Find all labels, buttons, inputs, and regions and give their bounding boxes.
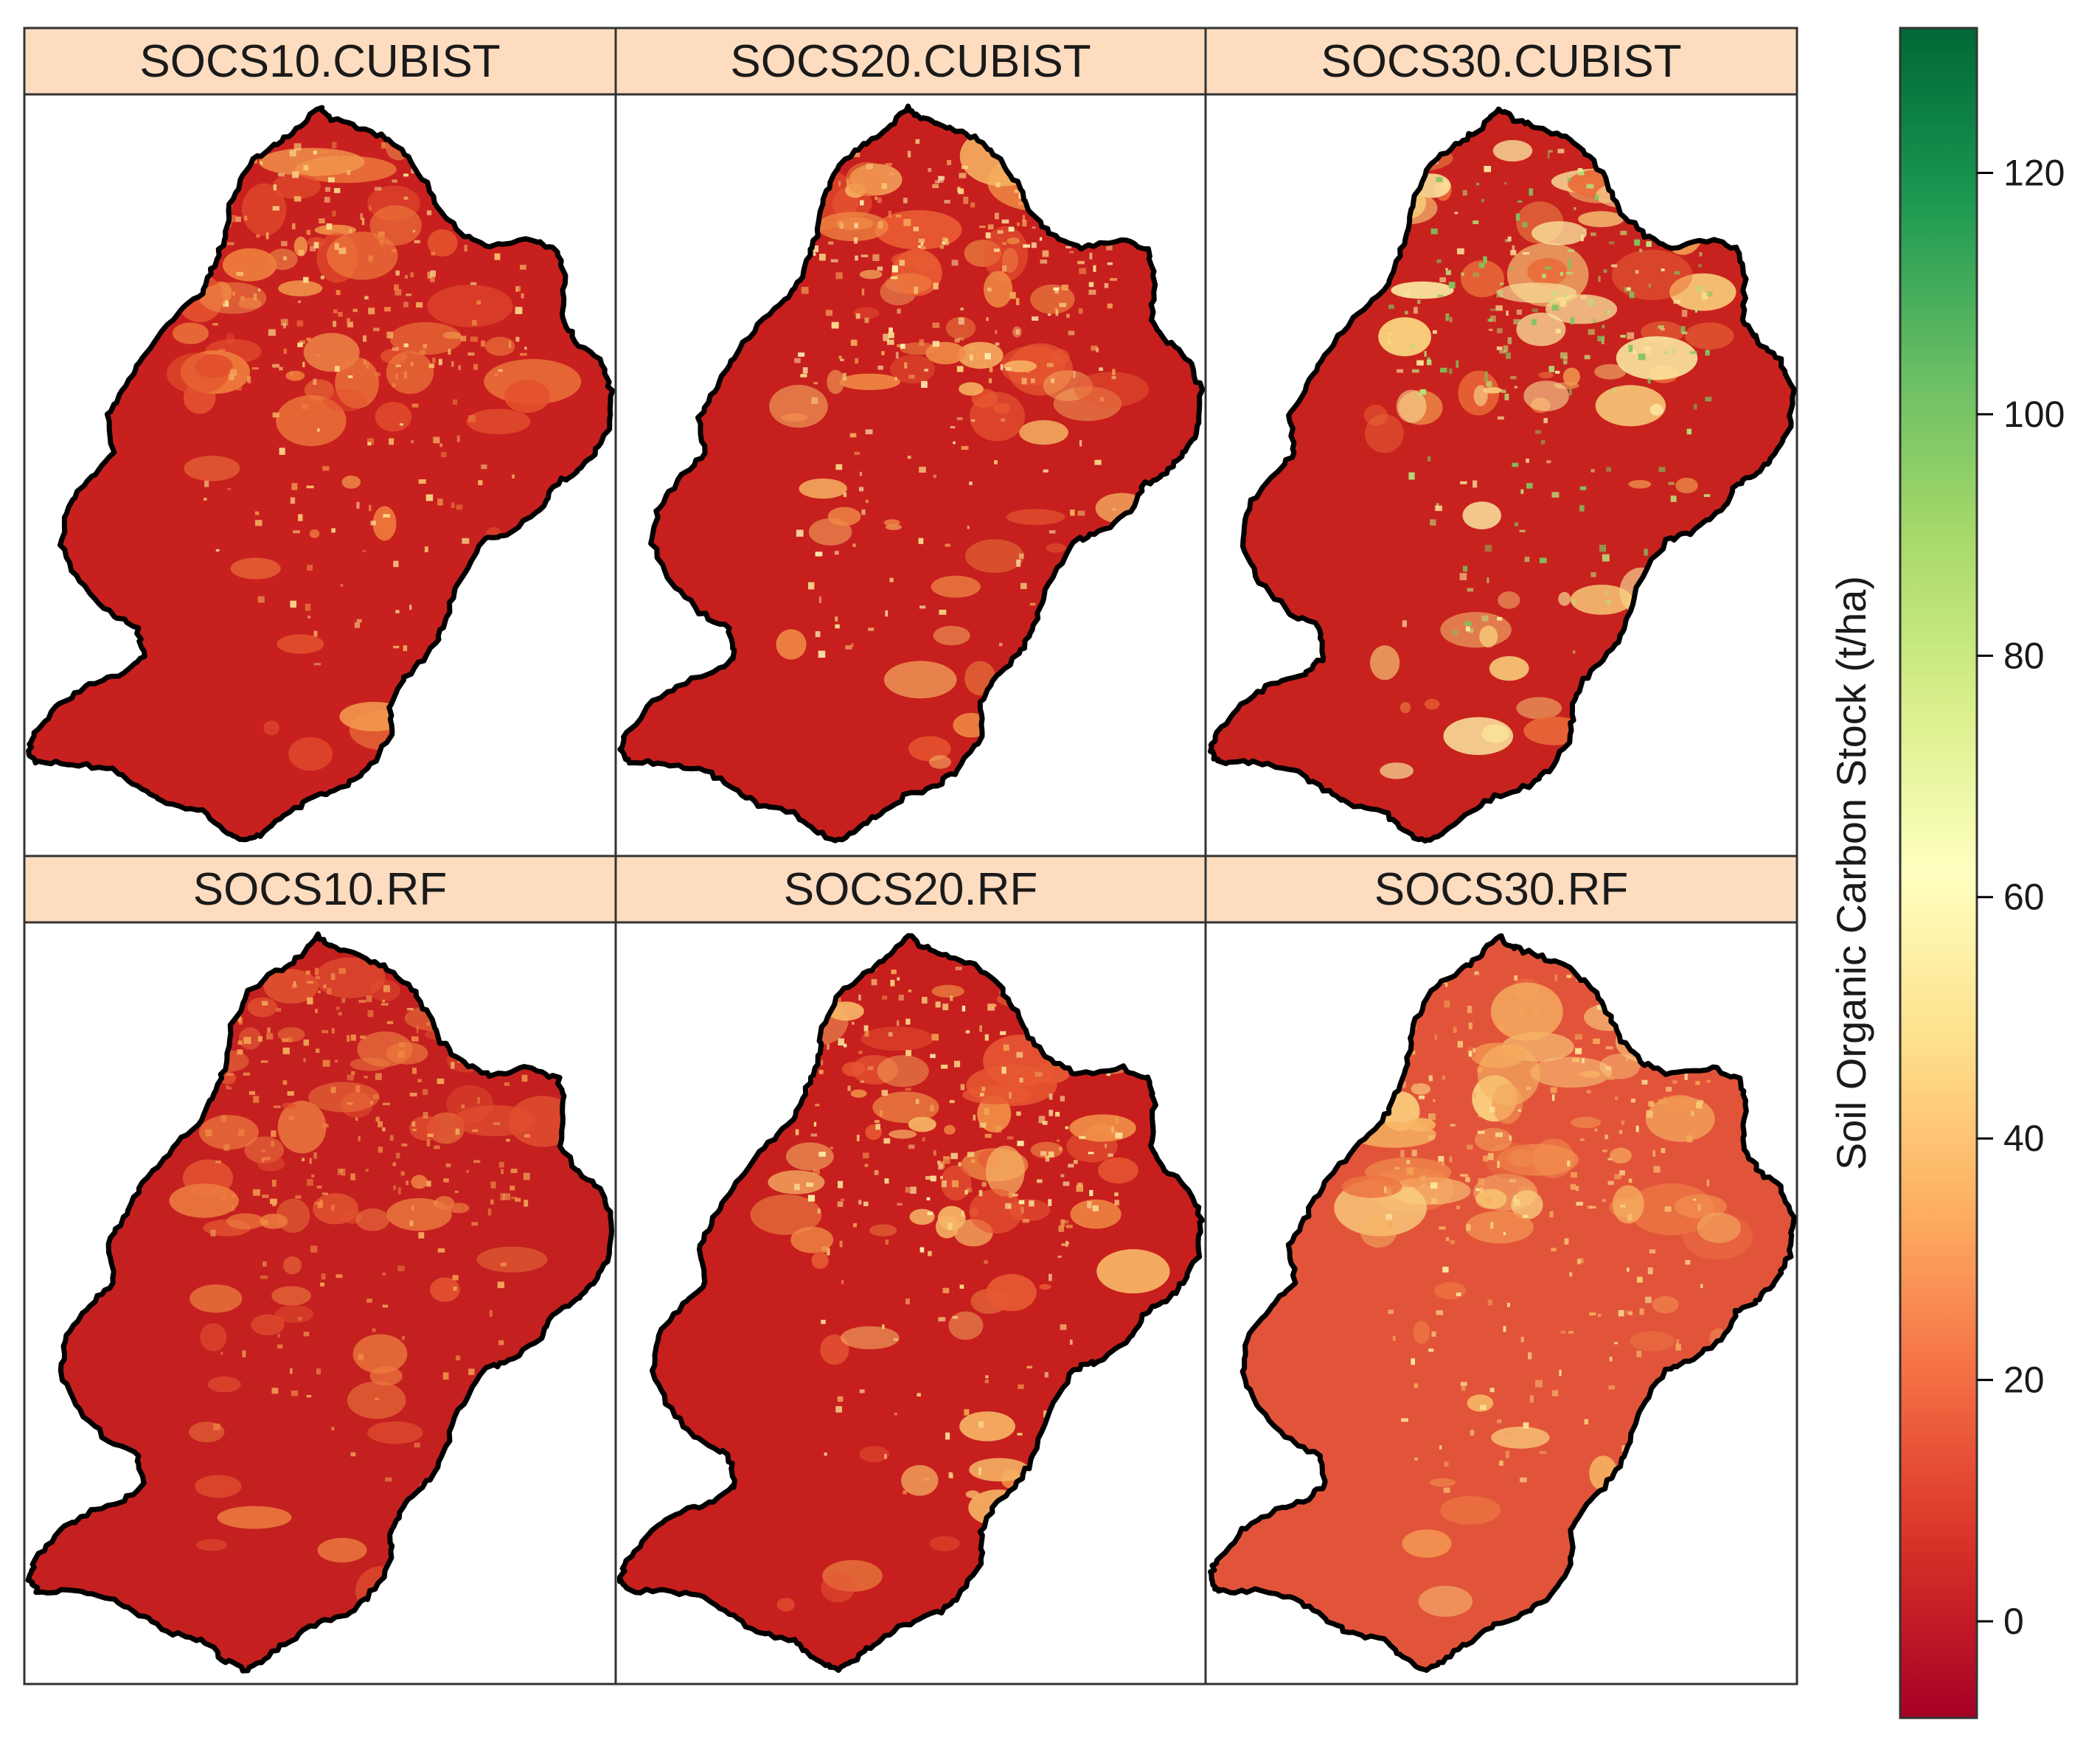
panel-title: SOCS30.CUBIST [1321,36,1681,87]
panel-socs10-cubist: SOCS10.CUBIST [23,27,617,857]
colorbar-tick-label: 40 [2003,1118,2045,1159]
catchment-boundary [25,931,614,1674]
colorbar: 0 20 40 60 80 100 120 Soil Organic Carbon Stoc… [1828,27,2065,1719]
panel-socs10-rf: SOCS10.RF [23,855,617,1685]
panel-strip [1204,27,1798,96]
panel-socs30-rf: SOCS30.RF [1204,855,1798,1685]
colorbar-gradient [1899,27,1978,1719]
colorbar-tick-label: 60 [2003,877,2045,918]
panel-strip [614,27,1207,96]
map-panels: SOCS10.CUBIST SOCS20.CUBIST SOCS30.CUBIST S… [23,27,1798,1685]
colorbar-tick-label: 80 [2003,635,2045,676]
panel-title: SOCS10.RF [193,864,448,915]
panel-socs20-cubist: SOCS20.CUBIST [614,27,1207,857]
colorbar-title: Soil Organic Carbon Stock (t/ha) [1828,576,1874,1170]
panel-title: SOCS10.CUBIST [139,36,500,87]
catchment-boundary [617,103,1206,843]
catchment-boundary [26,105,616,843]
panel-title: SOCS20.CUBIST [730,36,1091,87]
panel-socs30-cubist: SOCS30.CUBIST [1204,27,1798,857]
panel-title: SOCS30.RF [1374,864,1629,915]
panel-strip [1204,855,1798,924]
panel-socs20-rf: SOCS20.RF [614,855,1207,1685]
panel-title: SOCS20.RF [784,864,1038,915]
catchment-boundary [616,933,1206,1673]
colorbar-ticks: 0 20 40 60 80 100 120 [1977,152,2065,1642]
colorbar-tick-label: 100 [2003,394,2065,435]
catchment-boundary [1208,933,1797,1673]
panel-strip [23,27,617,96]
catchment-boundary [1208,106,1797,844]
colorbar-tick-label: 120 [2003,152,2065,193]
colorbar-tick-label: 0 [2003,1601,2024,1642]
panel-strip [23,855,617,924]
colorbar-tick-label: 20 [2003,1360,2045,1401]
